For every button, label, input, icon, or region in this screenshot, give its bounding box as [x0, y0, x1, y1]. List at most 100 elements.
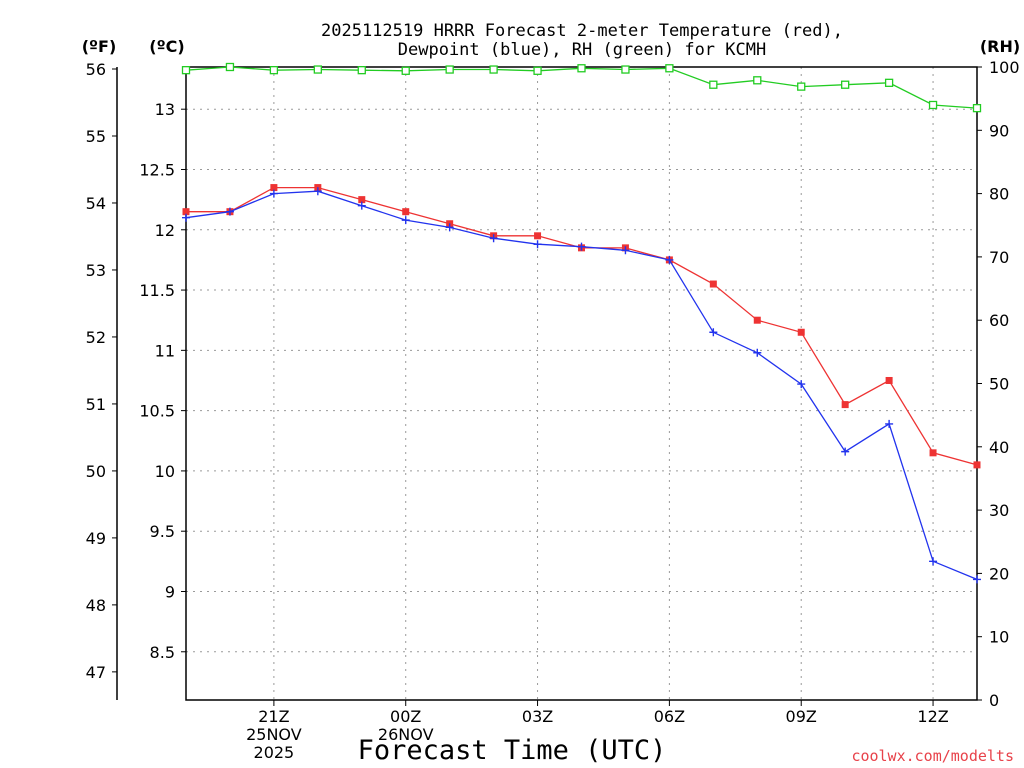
series: [181, 62, 982, 584]
celsius-tick-label: 13: [155, 100, 175, 119]
rh-point: [577, 64, 586, 73]
x-tick-label: 21Z: [258, 707, 289, 726]
temperature-point: [709, 280, 717, 288]
temperature-point: [885, 376, 893, 384]
dewpoint-point: [709, 328, 718, 337]
x-tick-label: 12Z: [917, 707, 948, 726]
temperature-point: [534, 232, 542, 240]
rh-point: [401, 66, 410, 75]
rh-tick-label: 10: [989, 628, 1009, 647]
dewpoint-point: [445, 223, 454, 232]
fahrenheit-tick-label: 53: [86, 261, 106, 280]
fahrenheit-tick-label: 49: [86, 529, 106, 548]
fahrenheit-tick-label: 56: [86, 60, 106, 79]
rh-point: [753, 76, 762, 85]
x-tick-label: 25NOV: [246, 725, 302, 744]
temperature-point: [182, 208, 190, 216]
dewpoint-point: [665, 255, 674, 264]
fahrenheit-tick-label: 55: [86, 127, 106, 146]
rh-tick-label: 80: [989, 185, 1009, 204]
dewpoint-point: [885, 419, 894, 428]
celsius-tick-label: 10: [155, 462, 175, 481]
celsius-tick-label: 12.5: [139, 160, 175, 179]
x-tick-label: 26NOV: [378, 725, 434, 744]
temperature-point: [973, 461, 981, 469]
rh-point: [928, 100, 938, 110]
credit-text: coolwx.com/modelts: [851, 747, 1014, 765]
celsius-unit-label: (ºC): [149, 37, 184, 56]
rh-tick-label: 40: [989, 438, 1009, 457]
rh-tick-label: 50: [989, 375, 1009, 394]
celsius-tick-label: 12: [155, 221, 175, 240]
rh-point: [797, 82, 806, 91]
dewpoint-point: [401, 216, 410, 225]
chart-title-line-2: Dewpoint (blue), RH (green) for KCMH: [398, 40, 766, 60]
temperature-point: [797, 328, 805, 336]
dewpoint-point: [621, 246, 630, 255]
dewpoint-point: [841, 447, 850, 456]
dewpoint-point: [753, 348, 762, 357]
rh-point: [489, 65, 498, 74]
x-axis-label: Forecast Time (UTC): [358, 735, 667, 766]
dewpoint-point: [577, 242, 586, 251]
rh-point: [884, 78, 894, 87]
fahrenheit-tick-label: 47: [86, 663, 106, 682]
rh-point: [313, 65, 322, 74]
dewpoint-point: [973, 575, 981, 584]
dewpoint-point: [797, 380, 806, 389]
rh-point: [445, 65, 454, 74]
dewpoint-point: [225, 207, 234, 216]
temperature-point: [753, 316, 761, 324]
rh-tick-label: 70: [989, 248, 1009, 267]
rh-point: [533, 66, 542, 75]
dewpoint-point: [269, 189, 278, 198]
x-tick-label: 2025: [254, 743, 295, 762]
rh-point: [665, 64, 674, 73]
temperature-point: [929, 449, 937, 457]
fahrenheit-tick-label: 54: [86, 194, 106, 213]
celsius-tick-label: 11: [155, 341, 175, 360]
x-tick-label: 00Z: [390, 707, 421, 726]
celsius-tick-label: 10.5: [139, 402, 175, 421]
temperature-point: [270, 184, 278, 192]
x-tick-label: 06Z: [654, 707, 685, 726]
fahrenheit-tick-label: 50: [86, 462, 106, 481]
x-tick-label: 09Z: [786, 707, 817, 726]
celsius-tick-label: 9.5: [150, 522, 175, 541]
rh-tick-label: 0: [989, 691, 999, 710]
rh-tick-label: 60: [989, 311, 1009, 330]
dewpoint-point: [533, 240, 542, 249]
rh-point: [621, 65, 630, 74]
rh-tick-label: 20: [989, 564, 1009, 583]
chart-title-line-1: 2025112519 HRRR Forecast 2-meter Tempera…: [321, 21, 843, 41]
dewpoint-point: [182, 213, 190, 222]
dewpoint-point: [929, 557, 938, 566]
fahrenheit-tick-label: 52: [86, 328, 106, 347]
celsius-tick-label: 9: [165, 582, 175, 601]
temperature-point: [402, 208, 410, 216]
rh-point: [181, 66, 191, 75]
rh-tick-label: 30: [989, 501, 1009, 520]
celsius-tick-label: 8.5: [150, 643, 175, 662]
dewpoint-point: [357, 201, 366, 210]
rh-point: [357, 66, 366, 75]
fahrenheit-tick-label: 48: [86, 596, 106, 615]
rh-point: [709, 80, 718, 89]
temperature-point: [841, 401, 849, 409]
gridlines: [186, 67, 977, 700]
dewpoint-point: [489, 234, 498, 243]
rh-unit-label: (RH): [980, 37, 1020, 56]
celsius-tick-label: 11.5: [139, 281, 175, 300]
rh-point: [269, 66, 279, 75]
dewpoint-point: [313, 187, 322, 196]
rh-tick-label: 90: [989, 121, 1009, 140]
rh-point: [225, 62, 235, 72]
fahrenheit-unit-label: (ºF): [82, 37, 117, 56]
rh-point: [841, 80, 850, 89]
temperature-point: [358, 196, 366, 204]
rh-point: [972, 103, 982, 113]
rh-tick-label: 100: [989, 58, 1020, 77]
fahrenheit-tick-label: 51: [86, 395, 106, 414]
